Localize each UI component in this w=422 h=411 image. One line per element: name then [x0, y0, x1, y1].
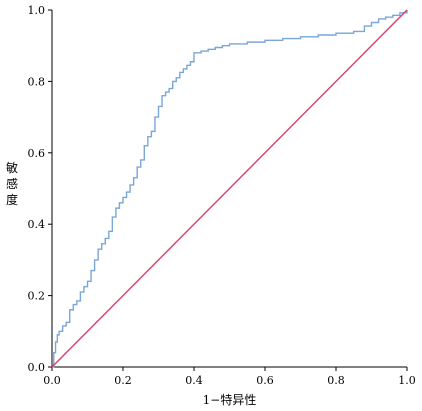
- y-axis-label-char: 度: [6, 192, 18, 207]
- x-axis-label: 1−特异性: [203, 392, 257, 407]
- y-axis-label: 敏感度: [6, 160, 18, 207]
- x-tick-label: 0.6: [256, 374, 274, 387]
- y-tick-label: 0.8: [28, 75, 46, 88]
- reference-line-line: [51, 9, 408, 368]
- x-tick-label: 1.0: [398, 374, 416, 387]
- x-tick-label: 0.8: [327, 374, 345, 387]
- y-axis-label-char: 感: [6, 176, 18, 191]
- x-ticks: 0.0 0.2 0.4 0.6 0.8 1.0: [43, 367, 416, 387]
- y-ticks: 0.0 0.2 0.4 0.6 0.8 1.0: [28, 4, 52, 374]
- y-tick-label: 0.6: [28, 147, 46, 160]
- y-tick-label: 0.4: [28, 218, 46, 231]
- y-tick-label: 0.0: [28, 361, 46, 374]
- x-tick-label: 0.0: [43, 374, 61, 387]
- y-tick-label: 0.2: [28, 290, 46, 303]
- y-tick-label: 1.0: [28, 4, 46, 17]
- axes: [51, 10, 407, 368]
- x-tick-label: 0.4: [185, 374, 203, 387]
- x-tick-label: 0.2: [114, 374, 132, 387]
- series-layer: [51, 9, 408, 368]
- roc-curve-line: [52, 10, 408, 368]
- y-axis-label-char: 敏: [6, 160, 18, 175]
